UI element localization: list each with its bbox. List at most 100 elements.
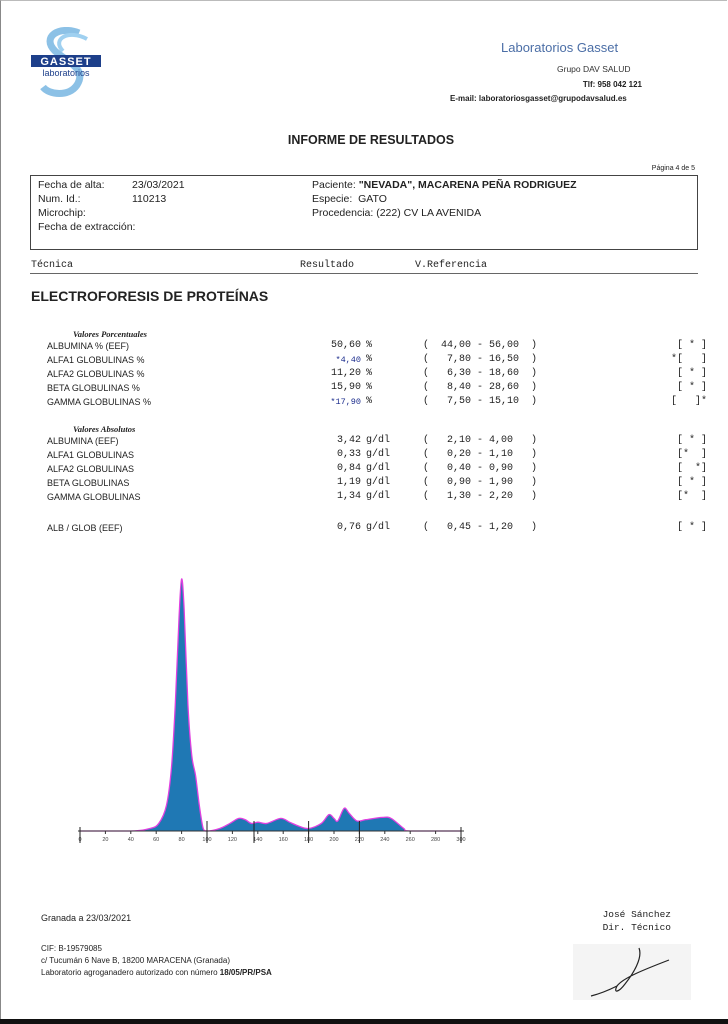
result-unit: % — [366, 340, 373, 351]
address: c/ Tucumán 6 Nave B, 18200 MARACENA (Gra… — [41, 956, 230, 965]
svg-text:laboratorios: laboratorios — [42, 68, 90, 78]
page-number: Página 4 de 5 — [651, 165, 695, 172]
range-flag: [ * ] — [676, 477, 707, 488]
range-flag: [ * ] — [676, 522, 707, 533]
phone: Tlf: 958 042 121 — [582, 80, 642, 89]
paciente-line: Paciente: "NEVADA", MACARENA PEÑA RODRIG… — [312, 179, 577, 191]
especie-line: Especie: GATO — [312, 193, 387, 205]
range-flag: [* ] — [676, 491, 707, 502]
range-flag: [ *] — [676, 463, 707, 474]
result-value: 15,90 — [330, 382, 361, 393]
especie-label: Especie: — [312, 193, 353, 205]
procedencia-label: Procedencia: — [312, 207, 374, 219]
subsection-title: Valores Absolutos — [73, 424, 136, 434]
paciente-value: "NEVADA", MACARENA PEÑA RODRIGUEZ — [358, 179, 577, 191]
x-tick-label: 20 — [102, 837, 108, 843]
range-flag: *[ ] — [670, 354, 707, 365]
header-divider — [30, 273, 698, 274]
result-label: ALFA1 GLOBULINAS — [47, 450, 135, 460]
group-name: Grupo DAV SALUD — [557, 64, 631, 74]
electrophoresis-chart: 0204060801001201401601802002202402602803… — [78, 578, 466, 843]
result-label: GAMMA GLOBULINAS — [47, 492, 141, 502]
result-value: 1,19 — [336, 477, 361, 488]
result-label: BETA GLOBULINAS — [47, 478, 130, 488]
range-flag: [* ] — [676, 449, 707, 460]
result-value: 0,33 — [336, 449, 361, 460]
result-value: *17,90 — [330, 397, 361, 407]
procedencia-line: Procedencia: (222) CV LA AVENIDA — [312, 207, 481, 219]
authorization-text: Laboratorio agroganadero autorizado con … — [41, 968, 220, 977]
fecha-extraccion-label: Fecha de extracción: — [38, 221, 136, 233]
num-id-label: Num. Id.: — [38, 193, 81, 205]
svg-text:GASSET: GASSET — [40, 56, 91, 68]
section-title: ELECTROFORESIS DE PROTEÍNAS — [31, 288, 269, 304]
reference-range: ( 8,40 - 28,60 ) — [423, 382, 538, 393]
result-value: 0,76 — [336, 522, 361, 533]
x-tick-label: 140 — [253, 837, 262, 843]
result-label: ALFA2 GLOBULINAS — [47, 464, 135, 474]
column-resultado: Resultado — [300, 260, 355, 271]
result-unit: % — [366, 396, 373, 407]
reference-range: ( 0,40 - 0,90 ) — [423, 463, 538, 474]
gasset-logo: GASSET laboratorios — [31, 27, 101, 97]
result-unit: % — [366, 368, 373, 379]
result-unit: g/dl — [366, 435, 391, 446]
curve-area — [80, 578, 461, 831]
result-value: 11,20 — [330, 368, 361, 379]
reference-range: ( 2,10 - 4,00 ) — [423, 435, 538, 446]
report-title: INFORME DE RESULTADOS — [287, 133, 455, 147]
column-referencia: V.Referencia — [415, 260, 488, 271]
x-tick-label: 40 — [128, 837, 134, 843]
result-unit: g/dl — [366, 491, 391, 502]
x-tick-label: 240 — [380, 837, 389, 843]
reference-range: ( 0,90 - 1,90 ) — [423, 477, 538, 488]
result-value: 1,34 — [336, 491, 361, 502]
reference-range: ( 0,20 - 1,10 ) — [423, 449, 538, 460]
reference-range: ( 44,00 - 56,00 ) — [423, 340, 538, 351]
microchip-label: Microchip: — [38, 207, 86, 219]
x-tick-label: 120 — [228, 837, 237, 843]
result-value: *4,40 — [335, 355, 361, 365]
result-unit: g/dl — [366, 477, 391, 488]
email: E-mail: laboratoriosgasset@grupodavsalud… — [450, 94, 627, 103]
reference-range: ( 6,30 - 18,60 ) — [423, 368, 538, 379]
range-flag: [ * ] — [676, 368, 707, 379]
signature-image — [590, 947, 670, 997]
x-tick-label: 160 — [279, 837, 288, 843]
result-unit: g/dl — [366, 449, 391, 460]
place-date: Granada a 23/03/2021 — [41, 913, 132, 923]
result-label: ALBUMINA % (EEF) — [47, 341, 130, 351]
x-tick-label: 280 — [431, 837, 440, 843]
subsection-title: Valores Porcentuales — [73, 329, 147, 339]
procedencia-value: (222) CV LA AVENIDA — [376, 207, 482, 219]
x-tick-label: 200 — [329, 837, 338, 843]
lab-name: Laboratorios Gasset — [501, 40, 619, 55]
fecha-alta-label: Fecha de alta: — [38, 179, 105, 191]
result-value: 3,42 — [336, 435, 361, 446]
range-flag: [ * ] — [676, 435, 707, 446]
result-value: 0,84 — [336, 463, 361, 474]
result-label: ALBUMINA (EEF) — [47, 436, 119, 446]
result-unit: % — [366, 382, 373, 393]
range-flag: [ ]* — [670, 396, 707, 407]
num-id-value: 110213 — [132, 193, 167, 205]
reference-range: ( 7,50 - 15,10 ) — [423, 396, 538, 407]
signature — [573, 944, 691, 1000]
especie-value: GATO — [358, 193, 387, 205]
signer-name: José Sánchez — [602, 909, 671, 920]
result-unit: % — [366, 354, 373, 365]
reference-range: ( 7,80 - 16,50 ) — [423, 354, 538, 365]
result-value: 50,60 — [330, 340, 361, 351]
page-edge — [0, 1019, 728, 1024]
patient-info-box — [30, 175, 698, 250]
paciente-label: Paciente: — [312, 179, 356, 191]
reference-range: ( 0,45 - 1,20 ) — [423, 522, 538, 533]
result-label: BETA GLOBULINAS % — [47, 383, 140, 393]
x-tick-label: 260 — [406, 837, 415, 843]
curve-line — [80, 578, 461, 832]
result-label: GAMMA GLOBULINAS % — [47, 397, 152, 407]
signer-role: Dir. Técnico — [602, 922, 671, 933]
result-label: ALFA2 GLOBULINAS % — [47, 369, 145, 379]
authorization-number: 18/05/PR/PSA — [219, 968, 272, 977]
